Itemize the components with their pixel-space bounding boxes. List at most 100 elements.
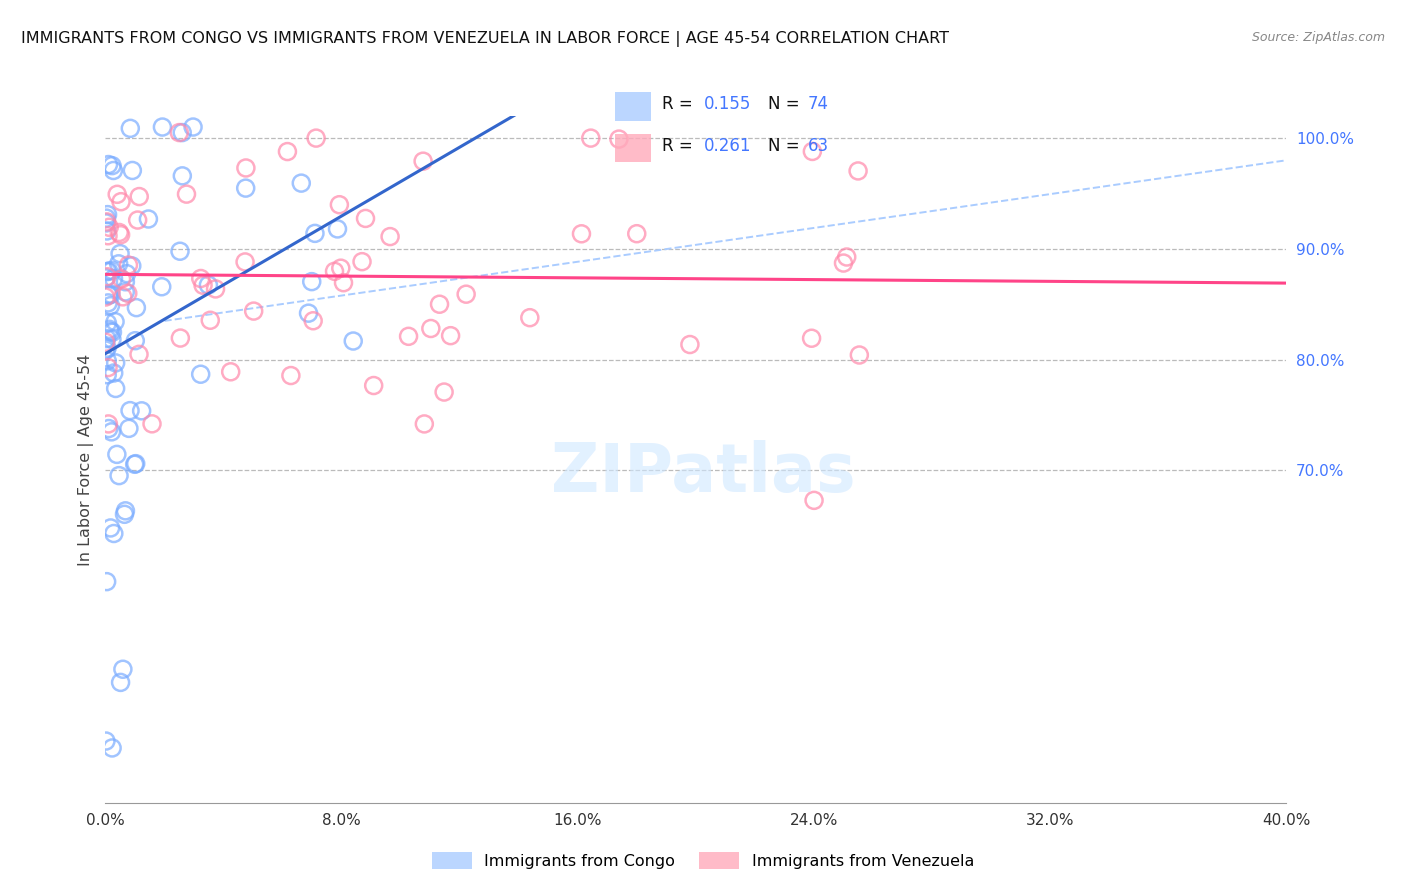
Point	[97, 421, 120, 435]
Text: 0.261: 0.261	[703, 136, 751, 155]
Point	[104, 356, 127, 370]
Point	[832, 256, 855, 270]
Point	[169, 244, 191, 259]
Point	[169, 331, 191, 345]
Point	[97, 360, 120, 375]
Point	[204, 282, 226, 296]
Point	[118, 403, 141, 417]
Point	[114, 504, 136, 518]
Point	[332, 276, 354, 290]
Point	[280, 368, 302, 383]
Point	[101, 325, 124, 339]
Point	[97, 208, 120, 222]
Point	[96, 316, 118, 330]
Point	[96, 264, 118, 278]
Point	[100, 325, 122, 339]
Point	[328, 198, 350, 212]
Point	[128, 189, 150, 203]
Text: 63: 63	[807, 136, 828, 155]
Point	[114, 275, 136, 289]
Point	[125, 301, 148, 315]
Point	[172, 169, 194, 183]
Point	[433, 385, 456, 400]
Point	[107, 257, 129, 271]
Point	[326, 222, 349, 236]
Point	[169, 126, 191, 140]
Point	[131, 404, 153, 418]
Point	[190, 368, 212, 382]
Point	[121, 163, 143, 178]
Point	[110, 272, 132, 286]
Point	[97, 264, 120, 278]
Point	[350, 254, 373, 268]
Point	[848, 348, 870, 362]
Point	[801, 145, 824, 159]
Point	[100, 521, 122, 535]
Point	[96, 215, 118, 229]
Point	[125, 457, 148, 471]
Point	[172, 126, 194, 140]
Point	[97, 287, 120, 301]
Point	[101, 332, 124, 346]
FancyBboxPatch shape	[614, 134, 651, 161]
Point	[100, 425, 122, 439]
Point	[846, 164, 869, 178]
Point	[101, 263, 124, 277]
Point	[150, 279, 173, 293]
Point	[110, 227, 132, 242]
Text: 0.155: 0.155	[703, 95, 751, 112]
Point	[94, 290, 117, 304]
Point	[96, 332, 118, 346]
Point	[117, 286, 139, 301]
Point	[110, 675, 132, 690]
Point	[128, 347, 150, 361]
Point	[354, 211, 377, 226]
Point	[378, 229, 401, 244]
Point	[803, 493, 825, 508]
Point	[219, 365, 242, 379]
Point	[607, 132, 630, 146]
Point	[97, 296, 120, 310]
Point	[104, 382, 127, 396]
Point	[323, 264, 346, 278]
Point	[108, 246, 131, 260]
Point	[413, 417, 436, 431]
Point	[579, 131, 602, 145]
Point	[114, 285, 136, 299]
Point	[100, 299, 122, 313]
Point	[103, 526, 125, 541]
Point	[111, 662, 134, 676]
Point	[138, 212, 160, 227]
Point	[110, 194, 132, 209]
Point	[96, 368, 118, 382]
Point	[101, 741, 124, 756]
Point	[97, 228, 120, 243]
Point	[111, 290, 134, 304]
Point	[200, 313, 222, 327]
Point	[96, 211, 118, 226]
Point	[412, 154, 434, 169]
Text: IMMIGRANTS FROM CONGO VS IMMIGRANTS FROM VENEZUELA IN LABOR FORCE | AGE 45-54 CO: IMMIGRANTS FROM CONGO VS IMMIGRANTS FROM…	[21, 31, 949, 47]
Point	[97, 157, 120, 171]
Text: Source: ZipAtlas.com: Source: ZipAtlas.com	[1251, 31, 1385, 45]
Point	[800, 331, 823, 345]
Text: ZIPatlas: ZIPatlas	[551, 440, 855, 506]
Point	[302, 314, 325, 328]
Point	[94, 734, 117, 748]
Point	[419, 321, 441, 335]
Point	[571, 227, 593, 241]
Point	[152, 120, 174, 134]
FancyBboxPatch shape	[614, 93, 651, 120]
Point	[290, 176, 312, 190]
Y-axis label: In Labor Force | Age 45-54: In Labor Force | Age 45-54	[79, 353, 94, 566]
Point	[98, 322, 121, 336]
Point	[233, 255, 256, 269]
Point	[94, 271, 117, 285]
Point	[103, 271, 125, 285]
Point	[117, 258, 139, 272]
Point	[108, 226, 131, 240]
Point	[276, 145, 298, 159]
Point	[679, 337, 702, 351]
Point	[235, 161, 257, 175]
Point	[305, 131, 328, 145]
